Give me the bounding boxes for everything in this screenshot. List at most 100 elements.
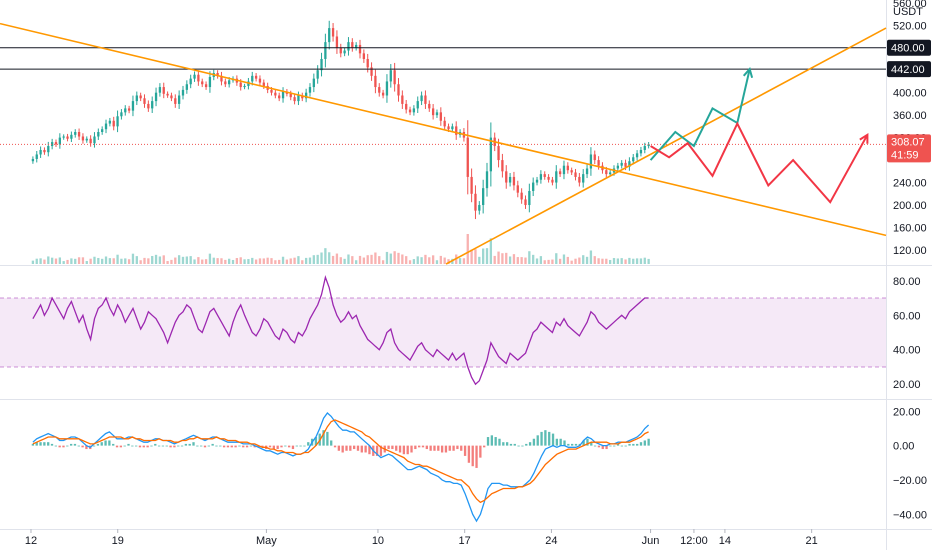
candle[interactable]: [605, 170, 608, 175]
rsi-pane[interactable]: [0, 275, 886, 386]
candle[interactable]: [505, 171, 508, 183]
price-axis[interactable]: 480.00442.00120.00160.00200.00240.00320.…: [887, 0, 931, 521]
candle[interactable]: [220, 75, 223, 82]
candle[interactable]: [77, 132, 81, 137]
candle[interactable]: [324, 42, 327, 59]
descending-resistance-trendline[interactable]: [0, 22, 887, 237]
candle[interactable]: [270, 89, 273, 93]
candle[interactable]: [131, 101, 135, 111]
candle[interactable]: [485, 171, 489, 189]
candle[interactable]: [258, 78, 262, 83]
candle[interactable]: [74, 132, 77, 135]
candle[interactable]: [470, 176, 473, 194]
price-pane[interactable]: [0, 20, 887, 265]
candle[interactable]: [124, 108, 127, 113]
rsi-line[interactable]: [32, 275, 649, 386]
candle[interactable]: [447, 126, 450, 130]
candle[interactable]: [466, 137, 469, 177]
candle[interactable]: [116, 116, 119, 127]
time-axis[interactable]: 12 19 May 10 17 24 Jun 12:00 14 21: [25, 529, 818, 547]
bear-path[interactable]: [650, 121, 869, 204]
candle[interactable]: [254, 75, 258, 79]
candle[interactable]: [582, 174, 585, 183]
candle[interactable]: [358, 44, 362, 54]
candle[interactable]: [201, 81, 204, 85]
candle[interactable]: [455, 126, 458, 135]
candle[interactable]: [81, 136, 85, 141]
candle[interactable]: [54, 142, 58, 145]
candle[interactable]: [428, 103, 431, 109]
candle[interactable]: [635, 153, 639, 158]
candle[interactable]: [608, 172, 612, 175]
candle[interactable]: [474, 193, 477, 211]
candle[interactable]: [239, 82, 242, 88]
candle[interactable]: [439, 112, 442, 121]
candle[interactable]: [355, 44, 358, 48]
candle[interactable]: [420, 95, 423, 102]
candle[interactable]: [151, 101, 154, 109]
candle[interactable]: [147, 103, 150, 109]
candle[interactable]: [501, 160, 504, 172]
candle[interactable]: [193, 74, 196, 79]
candle[interactable]: [143, 98, 146, 104]
candle[interactable]: [278, 95, 281, 99]
candle[interactable]: [524, 199, 527, 206]
candle[interactable]: [643, 146, 646, 150]
candle[interactable]: [97, 132, 100, 137]
candle[interactable]: [197, 74, 200, 82]
candle[interactable]: [320, 58, 323, 71]
candle[interactable]: [528, 190, 531, 206]
candle[interactable]: [405, 103, 408, 110]
candle[interactable]: [85, 138, 88, 141]
candle[interactable]: [204, 84, 208, 88]
candle[interactable]: [331, 28, 335, 37]
candle[interactable]: [328, 28, 331, 43]
candle[interactable]: [570, 170, 573, 173]
candle[interactable]: [482, 188, 485, 206]
candle[interactable]: [47, 146, 50, 153]
candle[interactable]: [347, 42, 350, 51]
candle[interactable]: [497, 146, 500, 161]
candle[interactable]: [512, 176, 516, 186]
candle[interactable]: [120, 112, 123, 117]
candle[interactable]: [535, 179, 539, 183]
candle[interactable]: [297, 95, 300, 102]
candle[interactable]: [532, 182, 535, 191]
candle[interactable]: [555, 171, 558, 183]
candle[interactable]: [558, 171, 562, 175]
candle[interactable]: [616, 165, 620, 169]
candle[interactable]: [185, 84, 188, 90]
candle[interactable]: [104, 123, 108, 130]
candle[interactable]: [112, 120, 115, 127]
candle[interactable]: [443, 120, 446, 127]
candle[interactable]: [174, 98, 177, 104]
candle[interactable]: [335, 36, 339, 48]
candle[interactable]: [385, 81, 389, 96]
candle[interactable]: [424, 95, 427, 104]
candle[interactable]: [397, 84, 400, 96]
candle[interactable]: [339, 47, 342, 54]
candle[interactable]: [412, 108, 416, 113]
candle[interactable]: [216, 73, 219, 76]
candle[interactable]: [243, 85, 246, 88]
candle[interactable]: [50, 142, 54, 147]
candle[interactable]: [593, 154, 596, 161]
macd-pane[interactable]: [31, 412, 650, 523]
candle[interactable]: [516, 185, 519, 193]
candle[interactable]: [289, 93, 292, 98]
candle[interactable]: [70, 134, 73, 139]
candle[interactable]: [189, 78, 192, 85]
candle[interactable]: [158, 87, 162, 93]
candle[interactable]: [401, 95, 404, 104]
candle[interactable]: [58, 137, 61, 145]
candle[interactable]: [166, 93, 169, 96]
candle[interactable]: [574, 172, 577, 177]
candle[interactable]: [208, 76, 212, 88]
candle[interactable]: [393, 70, 396, 85]
candle[interactable]: [370, 67, 373, 76]
candle[interactable]: [639, 149, 643, 154]
candle[interactable]: [374, 75, 377, 88]
candle[interactable]: [597, 160, 600, 166]
candle[interactable]: [435, 112, 439, 116]
